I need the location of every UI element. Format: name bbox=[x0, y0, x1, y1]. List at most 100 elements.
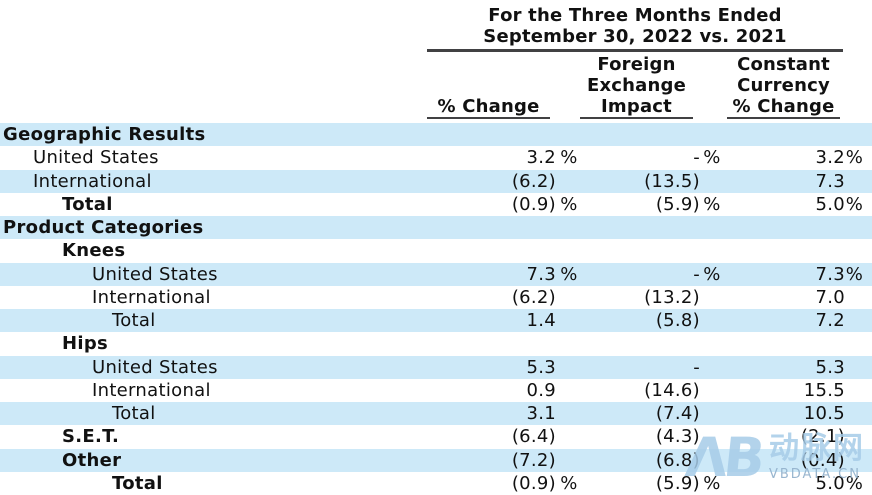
table-header: For the Three Months Ended September 30,… bbox=[0, 0, 872, 123]
cell-value: 7.3 bbox=[815, 263, 845, 285]
cell-percent-suffix: % bbox=[845, 193, 864, 215]
row-label: United States bbox=[92, 263, 218, 285]
cell-value: - bbox=[693, 356, 700, 378]
period-title-line2: September 30, 2022 vs. 2021 bbox=[483, 26, 787, 47]
cell-value: (5.9) bbox=[655, 193, 700, 215]
cell-value: (0.4) bbox=[800, 449, 845, 471]
cell-value: 1.4 bbox=[526, 310, 556, 331]
fx-impact-cell: (13.5) bbox=[0, 170, 724, 193]
cell-value: 3.2 bbox=[815, 147, 845, 169]
pct-change-cell: (7.2) bbox=[0, 449, 582, 472]
row-label: Total bbox=[112, 403, 156, 424]
constant-currency-cell bbox=[0, 216, 864, 239]
column-header-fx-impact: Foreign Exchange Impact bbox=[580, 54, 693, 119]
table-row: Other (7.2) (6.8) (0.4) bbox=[0, 448, 872, 472]
fx-impact-cell: (5.9)% bbox=[0, 472, 724, 495]
cell-percent-suffix bbox=[845, 216, 864, 239]
cell-value: (13.5) bbox=[644, 170, 700, 192]
cell-percent-suffix: % bbox=[845, 147, 864, 169]
column-header-pct-change: % Change bbox=[427, 54, 550, 119]
cell-value: 10.5 bbox=[803, 403, 845, 424]
cell-percent-suffix bbox=[845, 170, 864, 193]
constant-currency-cell: 7.0 bbox=[0, 286, 864, 309]
fx-impact-cell: (7.4) bbox=[0, 402, 724, 425]
cell-value: (6.2) bbox=[511, 170, 556, 192]
row-label: Knees bbox=[62, 240, 126, 262]
constant-currency-cell: 5.3 bbox=[0, 356, 864, 379]
pct-change-cell: 3.2% bbox=[0, 146, 582, 169]
table-row: International (6.2) (13.5) 7.3 bbox=[0, 169, 872, 193]
title-underline bbox=[427, 49, 843, 52]
row-label: Product Categories bbox=[3, 217, 204, 238]
cell-value: (0.9) bbox=[511, 472, 556, 494]
row-label: Geographic Results bbox=[3, 124, 206, 145]
cell-value: (0.9) bbox=[511, 193, 556, 215]
constant-currency-cell: (0.4) bbox=[0, 449, 864, 472]
row-label: International bbox=[92, 286, 211, 308]
cell-value: 5.0 bbox=[815, 193, 845, 215]
column-header-line: Constant bbox=[737, 54, 830, 75]
fx-impact-cell: (4.3) bbox=[0, 425, 724, 448]
fx-impact-cell: (5.8) bbox=[0, 309, 724, 332]
column-header-line: Exchange bbox=[586, 75, 687, 96]
column-header-line: Impact bbox=[601, 96, 672, 117]
constant-currency-cell: 7.3% bbox=[0, 263, 864, 286]
cell-percent-suffix: % bbox=[703, 193, 721, 215]
row-label: United States bbox=[33, 147, 159, 169]
constant-currency-cell bbox=[0, 332, 864, 355]
table-row: Total 3.1 (7.4) 10.5 bbox=[0, 402, 872, 426]
row-label: United States bbox=[92, 356, 218, 378]
table-row: Geographic Results bbox=[0, 123, 872, 147]
fx-impact-cell: - bbox=[0, 356, 724, 379]
cell-value: (6.4) bbox=[511, 426, 556, 448]
row-label: Hips bbox=[62, 333, 109, 355]
cell-value: 7.0 bbox=[815, 286, 845, 308]
table-row: Knees bbox=[0, 239, 872, 262]
pct-change-cell: 5.3 bbox=[0, 356, 582, 379]
constant-currency-cell: 7.3 bbox=[0, 170, 864, 193]
cell-value: 3.2 bbox=[526, 147, 556, 169]
fx-impact-cell: (6.8) bbox=[0, 449, 724, 472]
cell-value: 5.3 bbox=[815, 356, 845, 378]
cell-percent-suffix bbox=[845, 356, 864, 379]
row-label: International bbox=[33, 170, 152, 192]
pct-change-cell: 1.4 bbox=[0, 309, 582, 332]
cell-value: 5.0 bbox=[815, 472, 845, 494]
cell-percent-suffix: % bbox=[703, 147, 721, 169]
cell-value: (7.2) bbox=[511, 449, 556, 471]
cell-percent-suffix bbox=[845, 379, 864, 402]
column-header-line: % Change bbox=[437, 96, 540, 117]
table-row: United States 3.2% -% 3.2% bbox=[0, 146, 872, 169]
table-row: Total (0.9)% (5.9)% 5.0% bbox=[0, 472, 872, 495]
cell-percent-suffix bbox=[845, 123, 864, 146]
constant-currency-cell: 7.2 bbox=[0, 309, 864, 332]
cell-value: (5.8) bbox=[655, 310, 700, 331]
table-row: Total (0.9)% (5.9)% 5.0% bbox=[0, 193, 872, 216]
cell-value: 7.3 bbox=[815, 170, 845, 192]
column-header-line: Currency bbox=[737, 75, 830, 96]
table-row: International (6.2) (13.2) 7.0 bbox=[0, 286, 872, 309]
cell-value: (5.9) bbox=[655, 472, 700, 494]
fx-impact-cell: (5.9)% bbox=[0, 193, 724, 216]
table-row: United States 7.3% -% 7.3% bbox=[0, 262, 872, 286]
constant-currency-cell: (2.1) bbox=[0, 425, 864, 448]
cell-percent-suffix: % bbox=[703, 263, 721, 285]
pct-change-cell: 3.1 bbox=[0, 402, 582, 425]
row-label: Total bbox=[112, 472, 163, 494]
pct-change-cell: (6.2) bbox=[0, 286, 582, 309]
constant-currency-cell: 5.0% bbox=[0, 193, 864, 216]
cell-value: (2.1) bbox=[800, 426, 845, 448]
constant-currency-cell: 3.2% bbox=[0, 146, 864, 169]
table-row: Total 1.4 (5.8) 7.2 bbox=[0, 309, 872, 333]
constant-currency-cell: 10.5 bbox=[0, 402, 864, 425]
cell-value: - bbox=[693, 147, 700, 169]
cell-value: 7.3 bbox=[526, 263, 556, 285]
pct-change-cell: 7.3% bbox=[0, 263, 582, 286]
row-label: Total bbox=[62, 193, 113, 215]
row-label: Other bbox=[62, 449, 122, 471]
pct-change-cell: (0.9)% bbox=[0, 193, 582, 216]
cell-percent-suffix: % bbox=[560, 472, 578, 494]
cell-percent-suffix bbox=[845, 239, 864, 262]
fx-impact-cell: (14.6) bbox=[0, 379, 724, 402]
